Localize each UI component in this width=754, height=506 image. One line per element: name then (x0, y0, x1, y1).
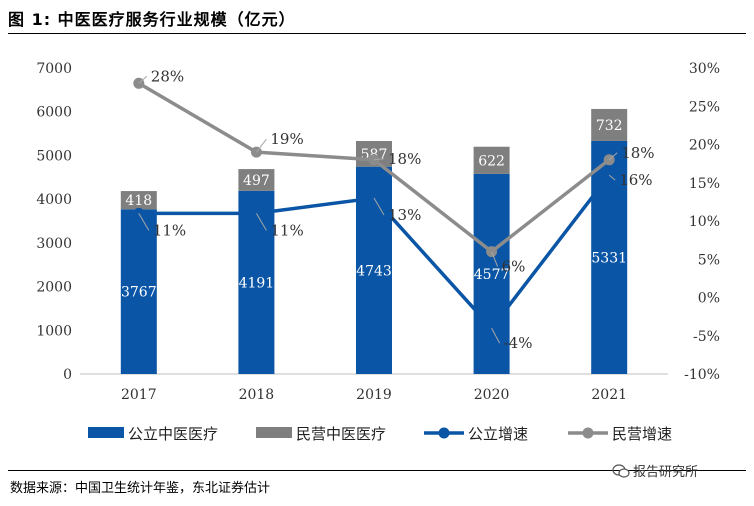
y-right-tick-label: -10% (684, 367, 720, 383)
private-growth-leader (138, 75, 148, 84)
bar-public (120, 209, 157, 374)
bar-private-label: 418 (125, 193, 152, 209)
watermark: 报告研究所 (612, 461, 698, 480)
y-right-tick-label: 20% (689, 138, 720, 154)
legend-label: 民营增速 (612, 425, 672, 443)
bar-public-label: 4577 (474, 267, 510, 283)
public-growth-label: 11% (153, 221, 186, 239)
y-right-tick-label: 0% (698, 291, 720, 307)
private-growth-label: 28% (151, 67, 184, 85)
legend-swatch (88, 427, 124, 438)
wechat-icon (612, 463, 630, 478)
bar-private (591, 108, 628, 141)
x-tick-label: 2020 (474, 387, 510, 403)
chart: 0 1000 2000 3000 4000 5000 6000 7000 -10% -5% 0% 5%… (36, 61, 720, 443)
bar-public-label: 4191 (239, 275, 275, 291)
y-left-tick-label: 7000 (36, 61, 72, 77)
public-growth-label: 11% (270, 221, 303, 239)
private-growth-leader (373, 158, 385, 161)
y-left-tick-label: 3000 (36, 236, 72, 252)
y-left-tick-label: 1000 (36, 323, 72, 339)
y-left-tick-label: 0 (63, 367, 72, 383)
public-growth-leader (255, 213, 267, 231)
bar-private (238, 169, 275, 191)
private-growth-label: 18% (621, 144, 654, 162)
x-tick-label: 2018 (239, 387, 275, 403)
private-growth-leader (256, 138, 267, 153)
legend-swatch-point (582, 427, 594, 439)
public-growth-leader (373, 197, 385, 216)
y-right-tick-label: 5% (698, 252, 720, 268)
bar-public (473, 173, 510, 374)
y-right-tick-label: 15% (689, 176, 720, 192)
x-tick-label: 2019 (356, 387, 392, 403)
bar-private-label: 732 (596, 118, 623, 134)
x-tick-label: 2017 (121, 387, 157, 403)
public-growth-label: 16% (619, 171, 652, 189)
private-growth-label: 18% (388, 150, 421, 168)
legend-label: 民营中医医疗 (296, 425, 386, 443)
bar-private-label: 497 (243, 173, 270, 189)
public-growth-label: -4% (504, 334, 533, 352)
public-growth-leader (491, 327, 501, 344)
source-rule (8, 470, 746, 471)
public-growth-leader (138, 213, 150, 231)
legend-label: 公立中医医疗 (128, 425, 218, 443)
y-right-tick-label: 10% (689, 214, 720, 230)
y-right-tick-label: -5% (693, 329, 720, 345)
legend-label: 公立增速 (468, 425, 528, 443)
public-growth-label: 13% (388, 206, 421, 224)
title-rule (8, 33, 746, 34)
bar-public-label: 4743 (356, 263, 392, 279)
legend-swatch (256, 427, 292, 438)
y-right-tick-label: 30% (689, 61, 720, 77)
watermark-text: 报告研究所 (633, 465, 699, 480)
private-growth-leader (491, 251, 499, 267)
bar-public-label: 5331 (591, 250, 627, 266)
y-left-tick-label: 2000 (36, 280, 72, 296)
source-note: 数据来源：中国卫生统计年鉴，东北证券估计 (10, 481, 271, 496)
bar-private (473, 146, 510, 174)
figure-title: 图 1: 中医医疗服务行业规模（亿元） (8, 10, 296, 29)
private-growth-label: 6% (502, 258, 526, 276)
private-growth-label: 19% (270, 130, 303, 148)
bar-private (120, 191, 157, 210)
public-growth-leader (608, 174, 616, 181)
private-growth-leader (608, 152, 618, 161)
bar-public (238, 190, 275, 374)
y-left-tick-label: 4000 (36, 192, 72, 208)
y-right-tick-label: 25% (689, 99, 720, 115)
bar-private-label: 622 (478, 153, 505, 169)
y-left-tick-label: 5000 (36, 148, 72, 164)
x-tick-label: 2021 (591, 387, 627, 403)
bar-public-label: 3767 (121, 285, 157, 301)
legend-swatch-point (438, 427, 450, 439)
y-left-tick-label: 6000 (36, 105, 72, 121)
